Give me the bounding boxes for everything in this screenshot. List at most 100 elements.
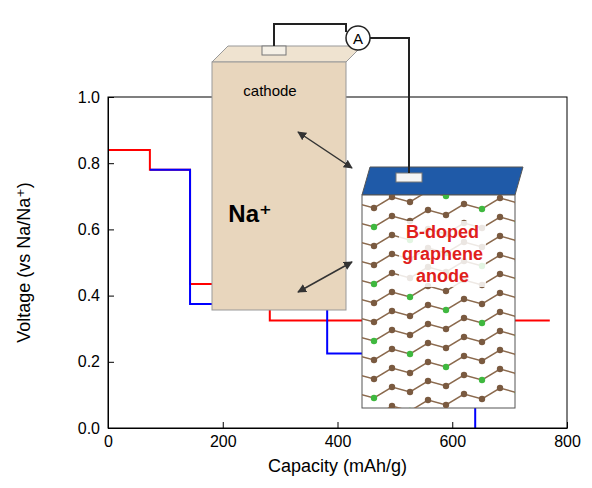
lattice-atom [425,302,431,308]
lattice-atom [461,353,467,359]
x-tick: 200 [210,422,237,450]
x-axis-title: Capacity (mAh/g) [268,456,407,476]
cathode-terminal [262,46,286,55]
lattice-atom [497,252,503,258]
battery-illustration: AcathodeNa⁺B-dopedgrapheneanode [212,24,523,420]
y-tick-label: 0.8 [78,155,100,172]
cathode-label: cathode [243,82,296,99]
y-tick-mark [108,428,114,429]
x-tick-label: 600 [439,433,466,450]
lattice-atom [443,307,449,313]
ammeter-label: A [353,30,363,47]
x-tick: 400 [325,422,352,450]
lattice-atom [389,289,395,295]
lattice-atom [443,288,449,294]
lattice-atom [515,371,516,377]
y-tick-mark [108,163,114,164]
y-tick-mark [108,362,114,363]
x-tick-mark [338,422,339,428]
lattice-atom [389,327,395,333]
lattice-atom [497,385,503,391]
lattice-atom [407,351,413,357]
lattice-atom [389,346,395,352]
lattice-atom [497,195,503,201]
lattice-atom [371,243,377,249]
lattice-atom [461,315,467,321]
lattice-atom [479,320,485,326]
x-tick-label: 0 [104,433,113,450]
lattice-atom [443,345,449,351]
lattice-atom [479,377,485,383]
chart-svg: 02004006008000.00.20.40.60.81.0Capacity … [0,0,592,488]
x-tick-mark [223,422,224,428]
lattice-atom [461,201,467,207]
y-axis-line [108,98,109,429]
lattice-atom [389,251,395,257]
lattice-atom [407,389,413,395]
anode-front [362,195,515,408]
lattice-atom [443,212,449,218]
lattice-atom [389,270,395,276]
lattice-atom [497,290,503,296]
lattice-atom [515,200,516,206]
y-tick: 0.0 [78,420,114,437]
lattice-atom [389,213,395,219]
y-tick: 0.6 [78,221,114,238]
lattice-atom [515,314,516,320]
lattice-atom [389,365,395,371]
lattice-bond [362,195,515,208]
lattice-atom [497,366,503,372]
anode-label-bg [399,221,486,287]
lattice-atom [371,281,377,287]
lattice-atom [425,397,431,403]
lattice-atom [407,294,413,300]
lattice-atom [443,364,449,370]
lattice-atom [461,372,467,378]
lattice-atom [515,333,516,339]
y-tick-mark [108,296,114,297]
cathode-top [212,46,362,62]
x-tick-label: 400 [325,433,352,450]
lattice-atom [389,403,395,408]
y-tick-label: 0.6 [78,221,100,238]
lattice-atom [371,205,377,211]
lattice-atom [407,313,413,319]
x-tick-mark [567,422,568,428]
lattice-atom [461,334,467,340]
y-axis: 0.0 0.2 0.4 0.6 0.8 1.0 [78,89,114,437]
lattice-atom [371,319,377,325]
lattice-atom [389,232,395,238]
lattice-atom [515,352,516,358]
y-tick-label: 0.4 [78,287,100,304]
lattice-atom [515,276,516,282]
lattice-atom [497,271,503,277]
lattice-atom [479,339,485,345]
y-tick-mark [108,97,114,98]
ion-arrow [298,132,352,168]
lattice-atom [371,376,377,382]
lattice-atom [461,296,467,302]
lattice-atom [443,402,449,408]
wire [274,24,346,46]
lattice-atom [407,199,413,205]
y-tick: 0.8 [78,155,114,172]
cathode-front [212,62,346,310]
lattice-atom [407,332,413,338]
lattice-atom [479,396,485,402]
lattice-atom [443,195,449,199]
lattice-atom [497,328,503,334]
y-tick-label: 1.0 [78,89,100,106]
lattice-atom [425,207,431,213]
y-tick-label: 0.2 [78,353,100,370]
lattice-atom [371,224,377,230]
lattice-atom [479,206,485,212]
lattice-atom [407,370,413,376]
anode-terminal [396,173,422,182]
lattice-atom [371,338,377,344]
lattice-atom [515,238,516,244]
lattice-atom [497,309,503,315]
lattice-bond [362,388,515,408]
y-axis-title: Voltage (vs Na/Na⁺) [14,182,34,343]
lattice-atom [479,301,485,307]
wire [370,38,409,173]
